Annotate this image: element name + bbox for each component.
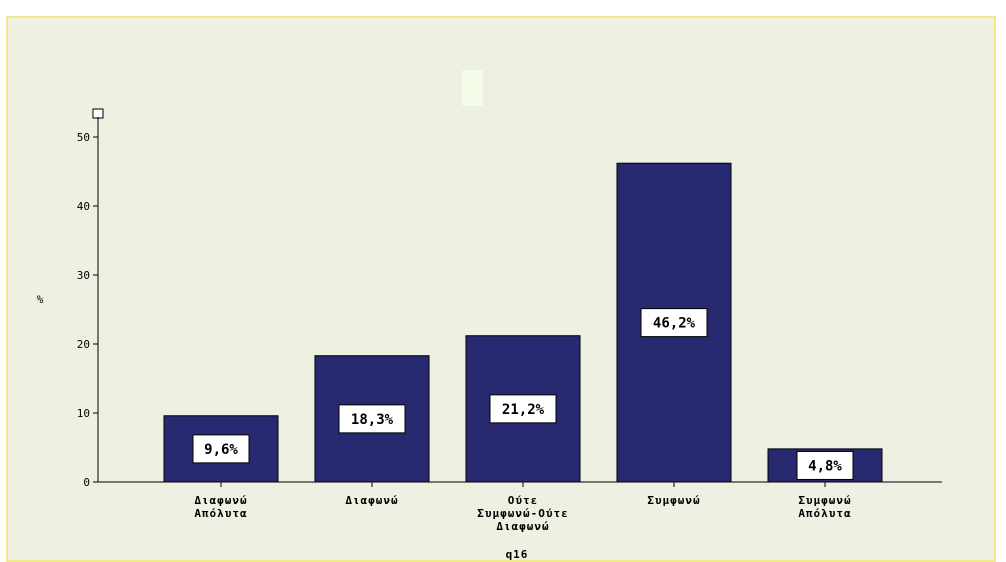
x-tick-label: Συμφωνώ Απόλυτα	[798, 494, 851, 520]
legend-placeholder	[462, 70, 483, 106]
x-tick-label: Διαφωνώ Απόλυτα	[194, 494, 247, 520]
y-tick-label: 0	[83, 476, 90, 489]
x-tick-label: Ούτε Συμφωνώ-Ούτε Διαφωνώ	[477, 494, 568, 533]
data-label: 4,8%	[808, 458, 842, 474]
y-tick-label: 40	[77, 200, 90, 213]
data-label: 46,2%	[653, 316, 696, 332]
y-tick-label: 30	[77, 269, 90, 282]
x-tick-labels: Διαφωνώ Απόλυτα Διαφωνώ Ούτε Συμφωνώ-Ούτε Δια…	[194, 482, 851, 533]
y-axis-label: %	[37, 293, 44, 306]
data-label-box	[338, 404, 406, 434]
x-tick-label: Διαφωνώ	[345, 494, 398, 507]
data-label-box	[192, 434, 250, 464]
y-tick-label: 20	[77, 338, 90, 351]
y-tick-label: 10	[77, 407, 90, 420]
data-label-box	[796, 450, 854, 480]
axis-end-marker	[92, 108, 104, 119]
data-labels: 9,6% 18,3% 21,2% 46,2% 4,8%	[192, 308, 854, 480]
bars	[163, 162, 883, 483]
x-tick-label: Συμφωνώ	[647, 494, 700, 507]
data-label: 9,6%	[204, 442, 238, 458]
data-label: 21,2%	[502, 402, 545, 418]
data-label-box	[640, 308, 708, 338]
data-label: 18,3%	[351, 412, 394, 428]
data-label-box	[489, 394, 557, 424]
y-tick-label: 50	[77, 131, 90, 144]
x-axis-label: q16	[506, 548, 529, 560]
